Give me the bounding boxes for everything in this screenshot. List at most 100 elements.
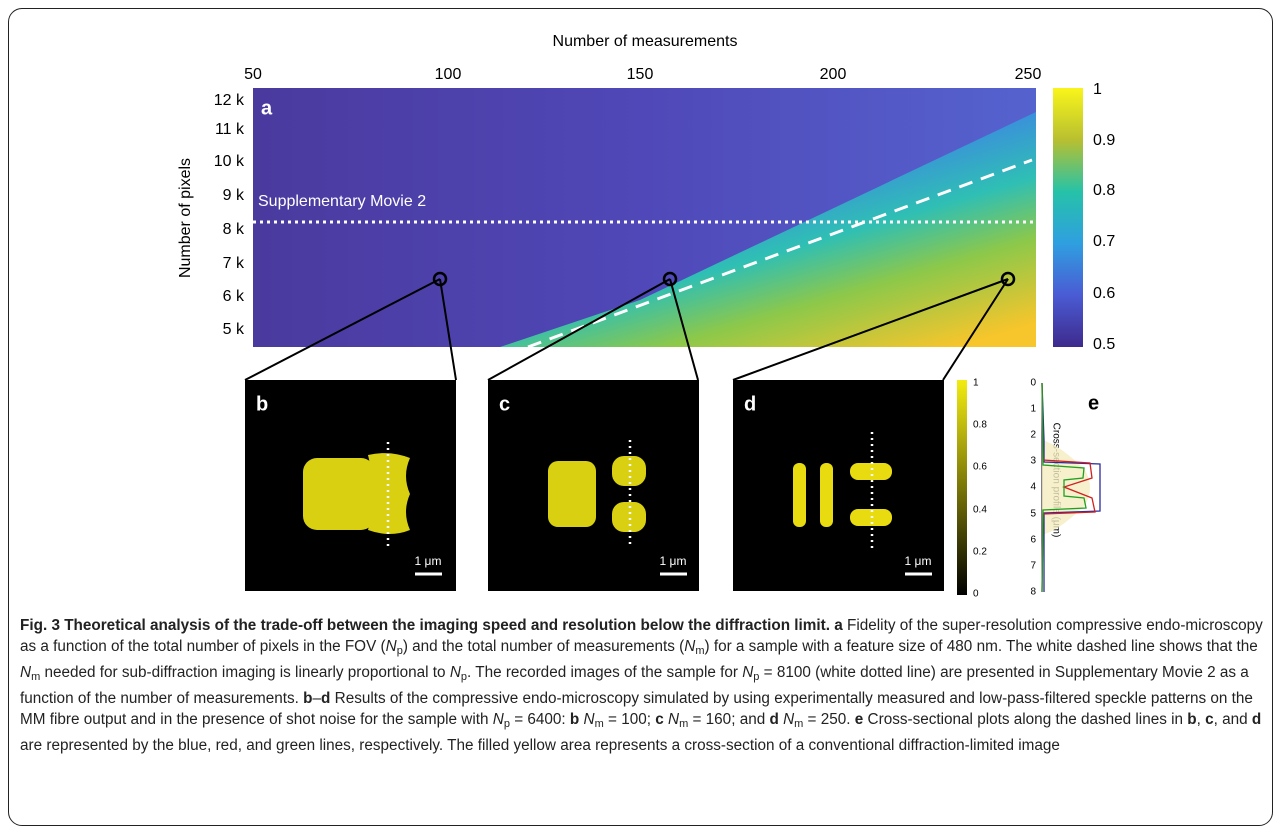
caption-run: = 6400:	[509, 711, 570, 728]
caption-run: Fidelity of the super-resolution compres…	[20, 617, 1263, 655]
caption-run: Results of the compressive endo-microsco…	[20, 690, 1253, 728]
caption-run: ,	[1196, 711, 1206, 728]
caption-run: p	[503, 718, 510, 730]
colorbar-tick: 0.6	[973, 462, 987, 473]
panel-label: c	[499, 393, 510, 415]
colorbar-tick: 0.8	[1093, 182, 1115, 199]
x-axis-title: Number of measurements	[553, 33, 738, 50]
annotation: Supplementary Movie 2	[258, 193, 426, 210]
caption-run: m	[594, 718, 604, 730]
y-tick-label: 9 k	[223, 187, 245, 204]
caption-run: . The recorded images of the sample for	[467, 664, 743, 681]
caption-run: N	[668, 711, 680, 728]
y-tick-label: 10 k	[214, 153, 245, 170]
figure: Number of measurements 50 100 150 200 25…	[177, 33, 1115, 600]
caption-run: d	[1251, 711, 1262, 728]
caption-run: needed for sub-diffraction imaging is li…	[40, 664, 450, 681]
colorbar-tick: 0.2	[973, 547, 987, 558]
y-tick-label: 8 k	[223, 221, 245, 238]
dashed-line	[527, 158, 1033, 349]
caption-run: Cross-sectional plots along the dashed l…	[863, 711, 1188, 728]
colorbar-tick: 0.9	[1093, 132, 1115, 149]
caption-run: –	[312, 690, 322, 707]
caption-run: a	[834, 617, 843, 634]
colorbar-tick: 0.4	[973, 505, 987, 516]
caption-run: p	[753, 671, 760, 683]
x-tick-label: 200	[820, 66, 847, 83]
tick-e: 0	[1030, 378, 1036, 389]
panel-label: e	[1088, 392, 1099, 414]
connectors	[244, 271, 1016, 381]
heatmap-high-region	[500, 112, 1036, 347]
caption-run: Fig. 3 Theoretical analysis of the trade…	[20, 617, 830, 634]
caption-run: b	[303, 690, 313, 707]
x-tick-label: 250	[1015, 66, 1042, 83]
tick-e: 8	[1030, 587, 1036, 598]
caption-run: = 100;	[603, 711, 656, 728]
caption-run: , and	[1213, 711, 1252, 728]
y-tick-label: 7 k	[223, 255, 245, 272]
caption-run: N	[783, 711, 795, 728]
y-tick-label: 5 k	[223, 321, 245, 338]
caption-run: p	[396, 645, 403, 657]
caption-run: e	[854, 711, 864, 728]
panel-label: a	[261, 97, 273, 119]
caption-run: are represented by the blue, red, and gr…	[20, 737, 1060, 754]
panel-label: b	[256, 393, 268, 415]
colorbar	[1053, 88, 1083, 347]
colorbar-tick: 0	[973, 589, 979, 600]
caption-run: c	[1205, 711, 1214, 728]
caption-run: ) and the total number of measurements (	[402, 638, 685, 655]
caption-run: d	[321, 690, 331, 707]
scale-bar-label: 1 μm	[415, 554, 442, 568]
tick-e: 7	[1030, 561, 1036, 572]
tick-e: 3	[1030, 456, 1036, 467]
caption: Fig. 3 Theoretical analysis of the trade…	[20, 615, 1270, 756]
tick-e: 6	[1030, 535, 1036, 546]
tick-e: 5	[1030, 509, 1036, 520]
panel-b-image	[303, 453, 410, 534]
figure-frame	[8, 8, 1273, 826]
tick-e: 4	[1030, 482, 1036, 493]
caption-run: N	[385, 638, 397, 655]
caption-run: = 250.	[803, 711, 855, 728]
caption-run: m	[679, 718, 689, 730]
caption-run: m	[794, 718, 804, 730]
caption-run: = 160; and	[688, 711, 770, 728]
panel-d	[733, 380, 944, 591]
caption-run: N	[684, 638, 696, 655]
caption-run: c	[655, 711, 664, 728]
tick-e: 2	[1030, 430, 1036, 441]
caption-run: N	[492, 711, 504, 728]
y-axis-title: Number of pixels	[177, 158, 194, 278]
colorbar-tick: 0.8	[973, 420, 987, 431]
tick-e: 1	[1030, 404, 1036, 415]
colorbar-tick: 1	[1093, 81, 1102, 98]
scale-bar-label: 1 μm	[660, 554, 687, 568]
x-tick-label: 150	[627, 66, 654, 83]
colorbar-bcd	[957, 380, 967, 595]
caption-run: b	[569, 711, 580, 728]
caption-run: ) for a sample with a feature size of 48…	[704, 638, 1258, 655]
caption-run: N	[742, 664, 754, 681]
y-tick-label: 11 k	[215, 121, 245, 138]
panel-label: d	[744, 393, 756, 415]
y-tick-label: 6 k	[223, 288, 245, 305]
caption-run: d	[769, 711, 779, 728]
colorbar-tick: 0.6	[1093, 285, 1115, 302]
caption-run: p	[460, 671, 467, 683]
colorbar-tick: 1	[973, 378, 979, 389]
caption-run: N	[20, 664, 32, 681]
scale-bar-label: 1 μm	[905, 554, 932, 568]
caption-run: m	[695, 645, 705, 657]
caption-run: = 8100 (white dotted line) are presented…	[20, 664, 1249, 707]
caption-run: m	[31, 671, 41, 683]
y-tick-label: 12 k	[214, 92, 245, 109]
x-tick-label: 100	[435, 66, 462, 83]
profile-green	[1041, 382, 1087, 593]
caption-run: N	[583, 711, 595, 728]
caption-run: b	[1187, 711, 1197, 728]
caption-run: N	[449, 664, 461, 681]
